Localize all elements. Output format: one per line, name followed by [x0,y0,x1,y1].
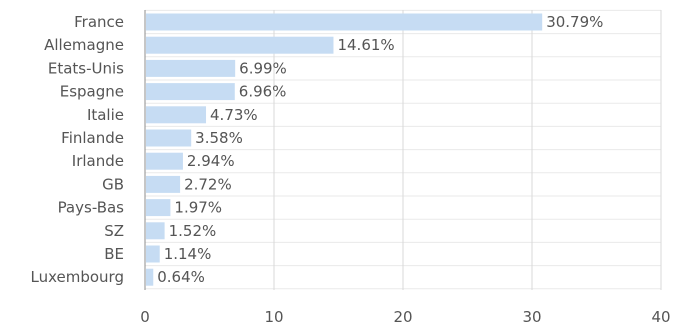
bar [146,152,183,170]
bar [146,36,334,54]
x-tick-label: 10 [264,308,283,326]
bars-layer [146,13,543,286]
x-tick-label: 0 [140,308,150,326]
value-labels: 30.79% 14.61% 6.99% 6.96% 4.73% 3.58% 2.94% 2.7… [157,13,603,286]
data-label: 2.94% [187,152,235,170]
category-label: Irlande [72,152,124,170]
bar [146,199,171,217]
data-label: 14.61% [337,36,394,54]
bar [146,222,165,240]
category-label: Allemagne [44,36,124,54]
category-label: Finlande [61,129,124,147]
grid-layer [145,9,662,290]
category-label: Luxembourg [31,268,125,286]
data-label: 1.52% [169,222,217,240]
x-tick-label: 40 [651,308,670,326]
category-label: GB [102,175,124,193]
data-label: 1.14% [164,245,212,263]
data-label: 30.79% [546,13,603,31]
bar [146,268,154,286]
bar [146,13,543,31]
data-label: 2.72% [184,175,232,193]
data-label: 1.97% [174,199,222,217]
category-label: France [74,13,124,31]
category-label: Pays-Bas [58,199,125,217]
bar [146,106,207,124]
x-tick-label: 20 [393,308,412,326]
data-label: 4.73% [210,106,258,124]
bar [146,245,160,263]
bar [146,129,192,147]
x-axis-tick-labels: 0 10 20 30 40 [140,308,670,326]
category-labels: France Allemagne Etats-Unis Espagne Italie Fi… [31,13,125,286]
data-label: 6.99% [239,59,287,77]
category-label: Italie [87,106,124,124]
data-label: 3.58% [195,129,243,147]
data-label: 0.64% [157,268,205,286]
category-label: BE [104,245,124,263]
bar [146,175,181,193]
bar [146,83,235,101]
category-label: Espagne [60,83,124,101]
category-label: Etats-Unis [48,59,124,77]
x-tick-label: 30 [522,308,541,326]
category-label: SZ [104,222,124,240]
bar [146,59,236,77]
data-label: 6.96% [239,83,287,101]
